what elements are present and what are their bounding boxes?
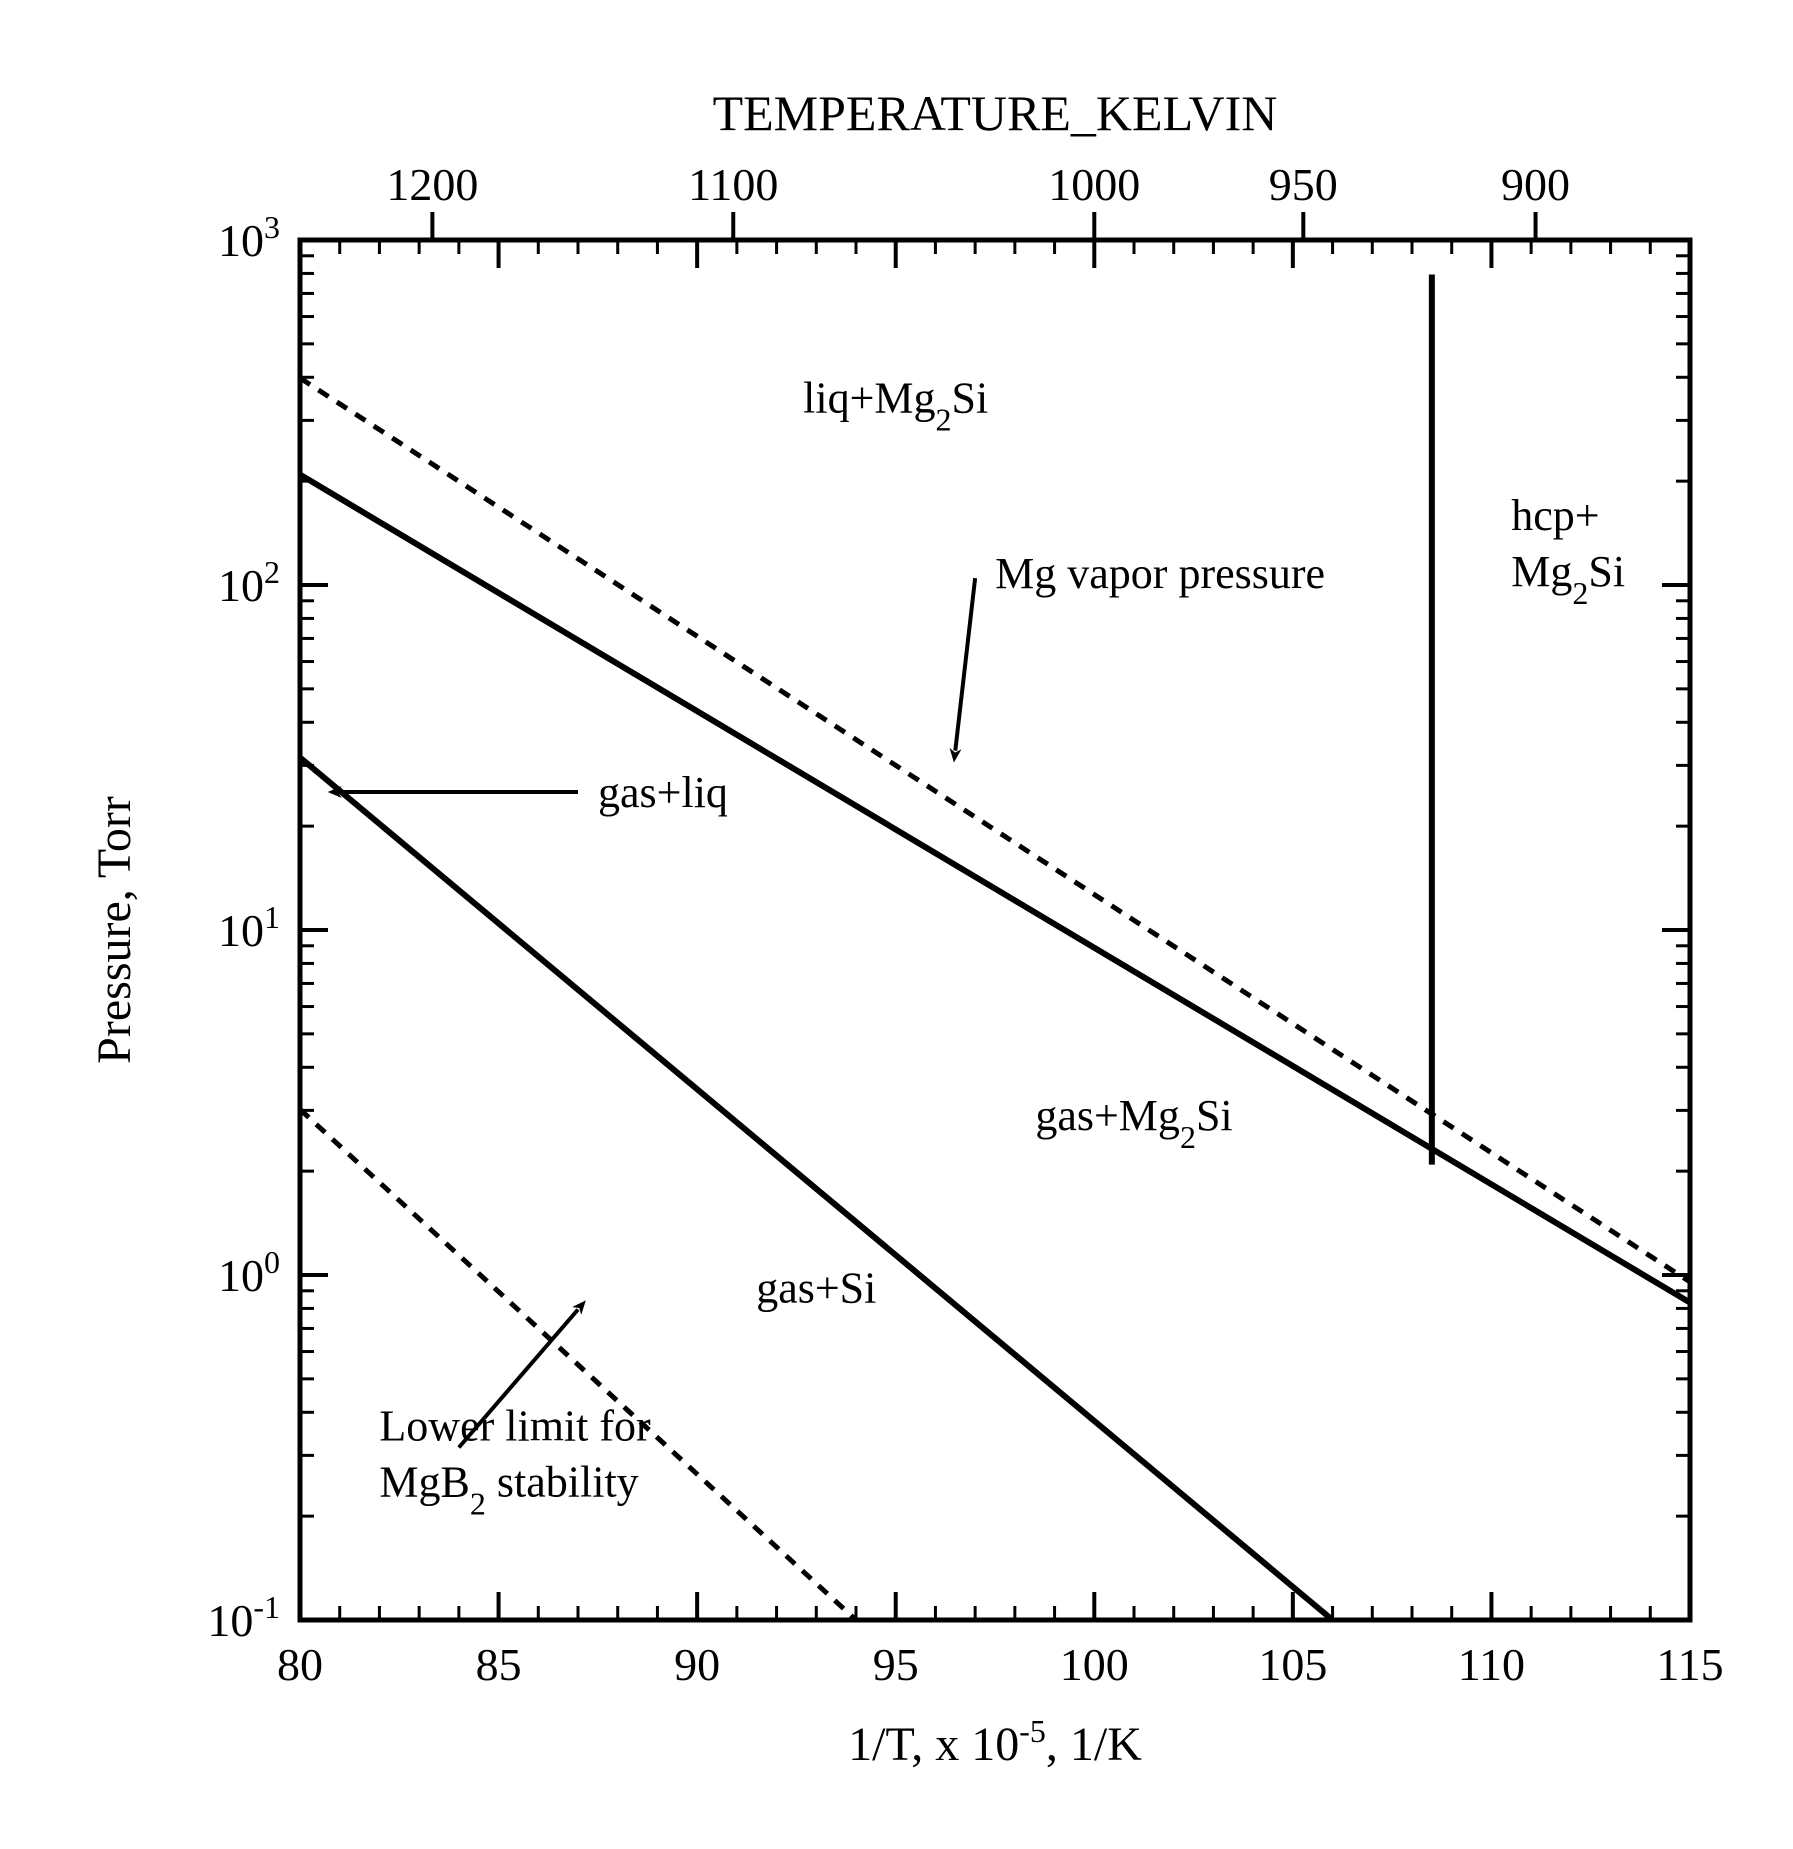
line-upper-boundary <box>300 475 1690 1303</box>
x-axis-label: 1/T, x 10-5, 1/K <box>848 1713 1142 1771</box>
arrow-label-lower-1: Lower limit for <box>379 1402 651 1451</box>
region-liq-mg2si: liq+Mg2Si <box>803 374 988 438</box>
top-tick-label: 900 <box>1501 159 1570 210</box>
x-tick-label: 80 <box>277 1639 323 1690</box>
y-tick-label: 103 <box>218 209 280 266</box>
region-hcp-mg2si: hcp+ <box>1511 491 1599 540</box>
y-tick-label: 102 <box>218 554 280 611</box>
top-tick-label: 1100 <box>688 159 778 210</box>
x-tick-label: 105 <box>1258 1639 1327 1690</box>
y-tick-label: 10-1 <box>207 1589 280 1646</box>
x-tick-label: 85 <box>476 1639 522 1690</box>
top-tick-label: 1200 <box>386 159 478 210</box>
x-tick-label: 100 <box>1060 1639 1129 1690</box>
top-tick-label: 1000 <box>1048 159 1140 210</box>
phase-diagram-chart: 80 85 90 95 100 105 110 115 1/T, x 10-5, 1/K 1200… <box>40 40 1753 1809</box>
arrow-mg-vapor <box>955 578 975 751</box>
region-hcp-mg2si-2: Mg2Si <box>1511 547 1625 611</box>
line-lower-limit <box>300 1109 856 1620</box>
arrow-label-mg-vapor: Mg vapor pressure <box>995 549 1325 598</box>
x-tick-label: 90 <box>674 1639 720 1690</box>
line-mg-vapor <box>300 378 1690 1282</box>
arrow-label-gas-liq: gas+liq <box>598 768 728 817</box>
top-axis-title: TEMPERATURE_KELVIN <box>713 85 1278 141</box>
y-tick-label: 101 <box>218 899 280 956</box>
region-gas-si: gas+Si <box>756 1264 876 1313</box>
arrow-label-lower-2: MgB2 stability <box>379 1458 638 1522</box>
x-tick-label: 95 <box>873 1639 919 1690</box>
y-axis-label: Pressure, Torr <box>88 796 141 1064</box>
top-tick-label: 950 <box>1269 159 1338 210</box>
x-tick-label: 110 <box>1458 1639 1525 1690</box>
chart-svg: 80 85 90 95 100 105 110 115 1/T, x 10-5, 1/K 1200… <box>40 40 1753 1809</box>
region-gas-mg2si: gas+Mg2Si <box>1035 1091 1232 1155</box>
y-tick-label: 100 <box>218 1244 280 1301</box>
x-tick-label: 115 <box>1656 1639 1723 1690</box>
